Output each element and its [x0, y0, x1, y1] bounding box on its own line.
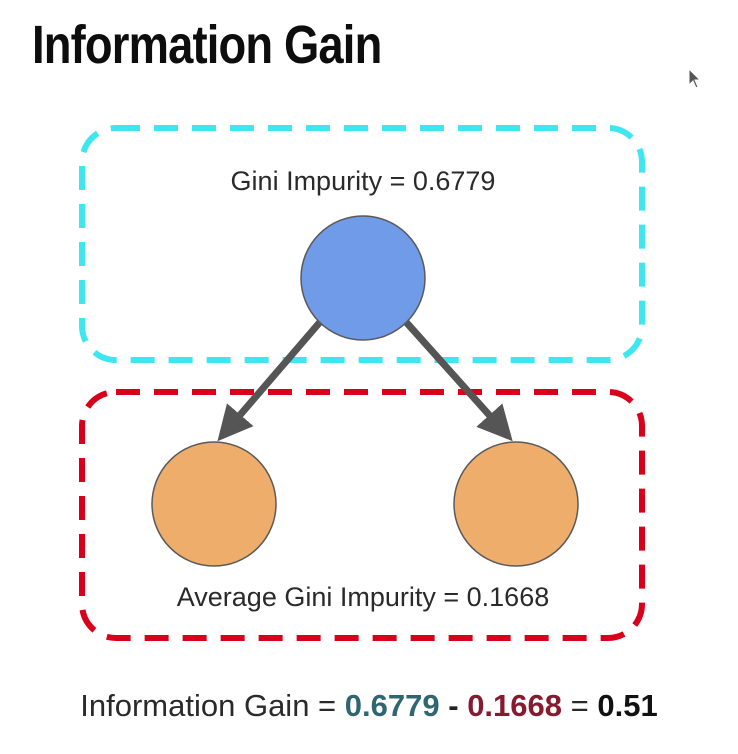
formula-parent-value: 0.6779: [344, 688, 440, 723]
left-child-node: [151, 441, 277, 567]
right-edge-arrow: [403, 319, 513, 442]
formula-equals: =: [570, 688, 589, 723]
formula-prefix: Information Gain =: [80, 688, 337, 723]
decision-tree-diagram: Gini Impurity = 0.6779 Average Gini Impu…: [79, 125, 645, 641]
formula-minus: -: [448, 688, 459, 723]
right-child-node: [453, 441, 579, 567]
formula-child-value: 0.1668: [467, 688, 563, 723]
mouse-pointer-icon: [688, 68, 702, 89]
parent-gini-label: Gini Impurity = 0.6779: [231, 166, 496, 196]
information-gain-formula: Information Gain = 0.6779 - 0.1668 = 0.5…: [0, 688, 738, 724]
average-gini-label: Average Gini Impurity = 0.1668: [177, 582, 549, 612]
child-nodes-box: [79, 389, 645, 641]
parent-node-box: [79, 125, 645, 363]
page-title: Information Gain: [32, 15, 382, 75]
left-edge-arrow: [217, 319, 323, 442]
parent-node: [300, 215, 426, 341]
formula-result: 0.51: [597, 688, 658, 723]
